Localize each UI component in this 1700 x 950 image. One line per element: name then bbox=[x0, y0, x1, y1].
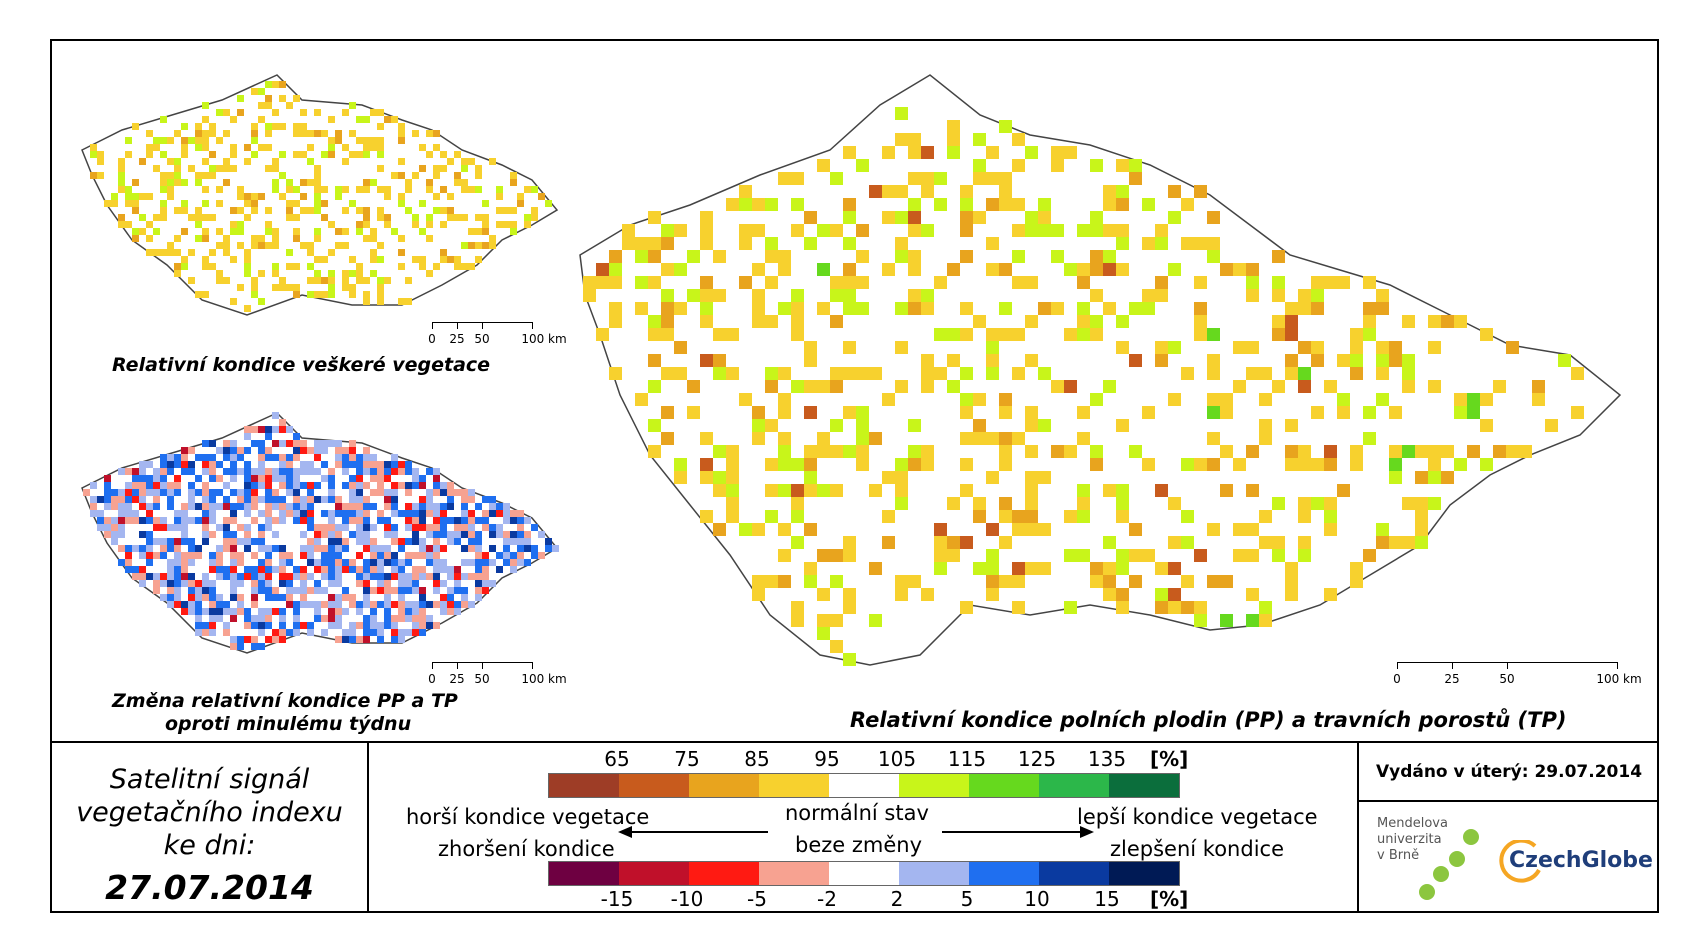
mendel-dots-icon bbox=[1419, 829, 1479, 900]
issued-date: Vydáno v úterý: 29.07.2014 bbox=[1375, 761, 1643, 782]
caption-weekly-change: Změna relativní kondice PP a TP bbox=[112, 690, 458, 712]
divider bbox=[50, 741, 1659, 743]
legend-color-swatch bbox=[1109, 862, 1179, 885]
arrow-left-icon bbox=[628, 831, 768, 833]
legend-color-swatch bbox=[549, 774, 619, 797]
legend-color-bar-change bbox=[548, 861, 1180, 886]
date-box-line3: ke dni: bbox=[163, 830, 256, 861]
divider bbox=[1357, 800, 1659, 802]
legend-better-condition: lepší kondice vegetace bbox=[1077, 805, 1318, 829]
legend-color-swatch bbox=[759, 774, 829, 797]
legend-color-swatch bbox=[899, 862, 969, 885]
legend-color-swatch bbox=[899, 774, 969, 797]
legend-color-swatch bbox=[829, 862, 899, 885]
czechglobe-logo: CzechGlobe bbox=[1509, 848, 1653, 873]
date-value: 27.07.2014 bbox=[105, 868, 314, 907]
caption-overall-vegetation: Relativní kondice veškeré vegetace bbox=[112, 354, 491, 376]
caption-weekly-change-line2: oproti minulému týdnu bbox=[165, 713, 412, 735]
legend-color-swatch bbox=[689, 862, 759, 885]
legend-deterioration: zhoršení kondice bbox=[438, 837, 615, 861]
date-box-line2: vegetačního indexu bbox=[76, 797, 343, 828]
map-crops-grassland bbox=[570, 55, 1630, 685]
divider bbox=[367, 741, 369, 913]
legend-color-swatch bbox=[619, 774, 689, 797]
legend-worse-condition: horší kondice vegetace bbox=[406, 805, 650, 829]
legend-color-swatch bbox=[759, 862, 829, 885]
legend-color-swatch bbox=[1039, 774, 1109, 797]
czech-outline bbox=[579, 74, 1622, 666]
legend-color-swatch bbox=[969, 774, 1039, 797]
legend-normal-state: normální stav bbox=[785, 801, 929, 825]
legend-no-change: beze změny bbox=[795, 833, 923, 857]
arrowhead-right-icon bbox=[1080, 826, 1094, 838]
legend-color-swatch bbox=[619, 862, 689, 885]
legend-color-swatch bbox=[1039, 862, 1109, 885]
arrowhead-left-icon bbox=[618, 826, 632, 838]
czechglobe-swoosh-icon bbox=[1499, 840, 1541, 883]
legend-color-swatch bbox=[549, 862, 619, 885]
legend-color-swatch bbox=[969, 862, 1039, 885]
logos: Mendelova univerzita v Brně CzechGlobe bbox=[1359, 802, 1659, 911]
legend-color-swatch bbox=[829, 774, 899, 797]
legend-color-swatch bbox=[689, 774, 759, 797]
legend-color-swatch bbox=[1109, 774, 1179, 797]
map-weekly-change bbox=[62, 398, 562, 668]
arrow-right-icon bbox=[942, 831, 1082, 833]
map-frame bbox=[50, 39, 1659, 913]
legend-color-bar-condition bbox=[548, 773, 1180, 798]
mendel-university-logo: Mendelova univerzita v Brně bbox=[1377, 816, 1448, 863]
caption-crops-grassland: Relativní kondice polních plodin (PP) a … bbox=[850, 708, 1567, 732]
date-box: Satelitní signál vegetačního indexu ke d… bbox=[52, 743, 367, 911]
legend-improvement: zlepšení kondice bbox=[1110, 837, 1284, 861]
map-overall-vegetation bbox=[62, 60, 562, 330]
divider bbox=[1357, 741, 1359, 913]
date-box-line1: Satelitní signál bbox=[109, 764, 310, 795]
